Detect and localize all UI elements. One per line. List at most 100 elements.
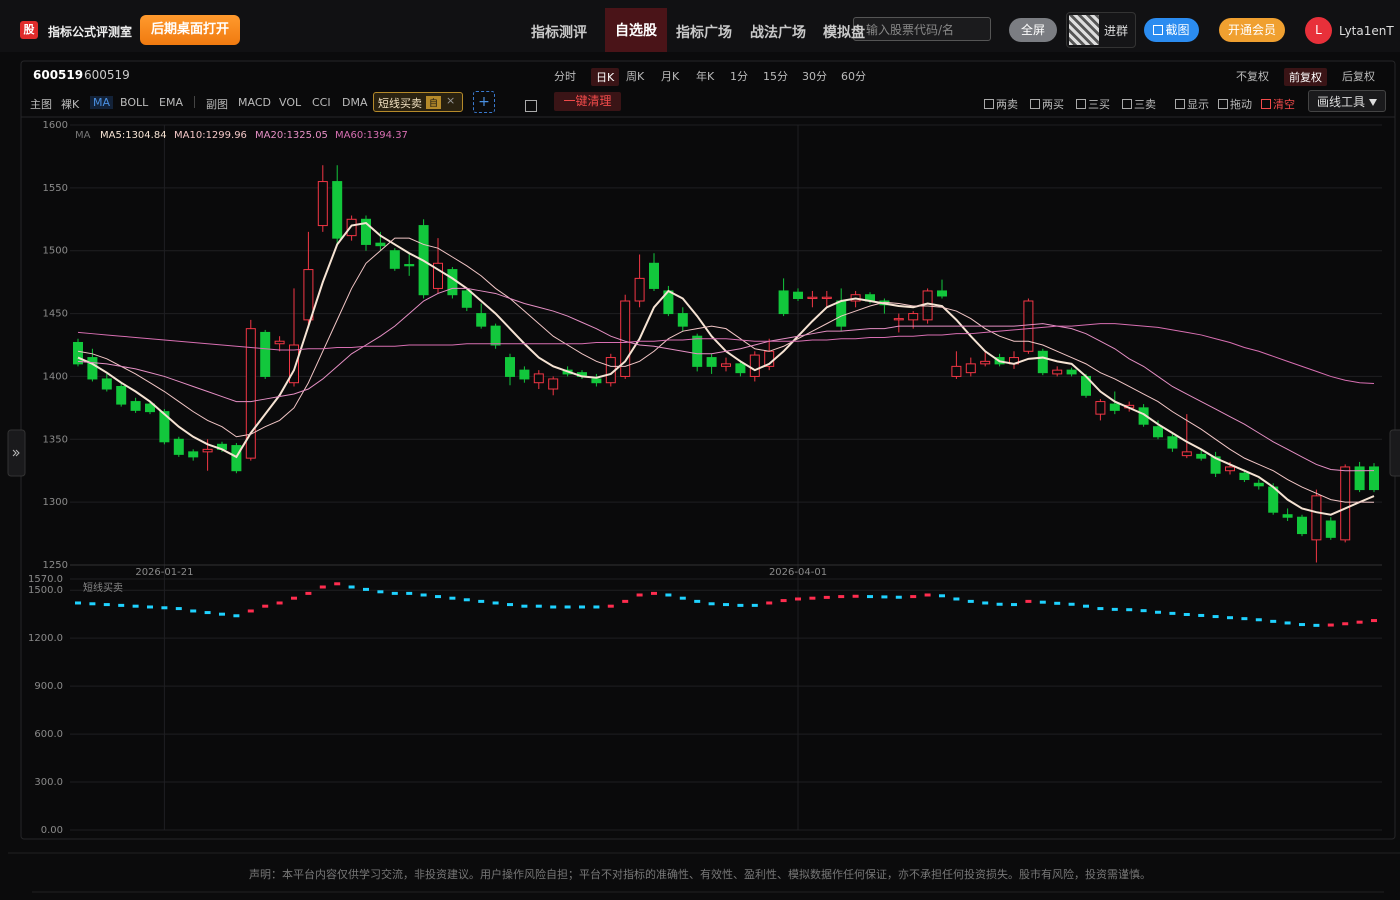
y-tick-label: 900.0: [34, 681, 63, 692]
candle-body: [1340, 466, 1351, 541]
indicator-chip[interactable]: 短线买卖 自 ×: [373, 92, 463, 112]
candle-body: [821, 296, 832, 299]
candle-body: [1052, 369, 1063, 375]
indicator-close[interactable]: ×: [446, 94, 456, 107]
checkbox: [1175, 99, 1185, 109]
adjust[interactable]: 不复权: [1236, 70, 1269, 83]
screenshot-button[interactable]: 截图: [1144, 18, 1199, 42]
adjust[interactable]: 后复权: [1342, 70, 1375, 83]
main-indicator[interactable]: BOLL: [120, 96, 149, 109]
candle-body: [361, 218, 371, 245]
signal-dash: [1083, 604, 1089, 608]
signal-dash: [89, 602, 96, 606]
candle-body: [893, 318, 904, 321]
sub-indicator[interactable]: CCI: [312, 96, 331, 109]
signal-dash: [1097, 607, 1104, 611]
period[interactable]: 30分: [802, 70, 827, 83]
candle-body: [980, 360, 991, 365]
nav-item[interactable]: 自选股: [605, 8, 667, 52]
vip-button[interactable]: 开通会员: [1219, 18, 1285, 42]
check-label: 清空: [1273, 98, 1295, 111]
y-tick-label: 300.0: [34, 777, 63, 788]
candle-body: [519, 369, 530, 380]
signal-dash: [924, 593, 931, 597]
right-handle[interactable]: [1389, 429, 1400, 477]
check-option[interactable]: 三卖: [1122, 96, 1156, 112]
main-indicator[interactable]: EMA: [159, 96, 183, 109]
signal-dash: [564, 605, 571, 609]
check-label: 拖动: [1230, 98, 1252, 111]
clear-all-button[interactable]: 一键清理: [554, 92, 621, 111]
delete-icon[interactable]: [525, 96, 539, 115]
draw-tools-button[interactable]: 画线工具: [1308, 90, 1386, 112]
add-indicator[interactable]: +: [473, 91, 495, 113]
signal-dash: [1212, 615, 1219, 619]
period[interactable]: 15分: [763, 70, 788, 83]
nav-item[interactable]: 战法广场: [750, 25, 806, 41]
signal-dash: [1054, 601, 1061, 605]
candle-body: [389, 250, 400, 269]
avatar[interactable]: L: [1305, 17, 1332, 44]
candle-body: [692, 335, 703, 367]
period[interactable]: 月K: [661, 70, 680, 83]
period[interactable]: 分时: [554, 70, 576, 83]
candle-body: [749, 354, 760, 377]
search-box[interactable]: 输入股票代码/名: [853, 17, 991, 41]
ma-line: [77, 323, 1375, 385]
candle-body: [231, 445, 242, 472]
period[interactable]: 1分: [730, 70, 748, 83]
period[interactable]: 周K: [626, 70, 645, 83]
checkbox: [1030, 99, 1040, 109]
signal-dash: [305, 591, 312, 595]
check-option[interactable]: 两买: [1030, 96, 1064, 112]
y-tick-label: 0.00: [41, 825, 63, 836]
group-button[interactable]: 进群: [1066, 12, 1136, 48]
nav-item[interactable]: 指标广场: [676, 25, 732, 41]
signal-dash: [622, 599, 629, 603]
signal-dash: [147, 605, 153, 609]
main-indicator[interactable]: 裸K: [61, 98, 80, 111]
candle-body: [591, 378, 602, 384]
sub-indicator[interactable]: DMA: [342, 96, 368, 109]
period[interactable]: 60分: [841, 70, 866, 83]
candle-body: [548, 378, 559, 390]
check-option[interactable]: 清空: [1261, 96, 1295, 112]
candle-body: [245, 328, 256, 459]
sub-indicator[interactable]: VOL: [279, 96, 302, 109]
candle-body: [505, 357, 515, 377]
candle-body: [202, 448, 213, 453]
qr-code: [1069, 15, 1099, 45]
candle-body: [1239, 472, 1250, 481]
signal-dash: [838, 595, 845, 599]
nav-item[interactable]: 指标测评: [531, 25, 587, 41]
check-option[interactable]: 显示: [1175, 96, 1209, 112]
candle-body: [1109, 403, 1120, 411]
desktop-button[interactable]: 后期桌面打开: [140, 15, 240, 45]
candle-body: [490, 325, 501, 346]
check-option[interactable]: 三买: [1076, 96, 1110, 112]
candle-body: [836, 300, 847, 327]
period[interactable]: 日K: [591, 68, 620, 86]
candle-body: [634, 277, 645, 302]
signal-dash: [420, 593, 427, 597]
candle-body: [173, 438, 184, 455]
signal-dash: [1183, 612, 1190, 616]
adjust[interactable]: 前复权: [1284, 68, 1327, 86]
candle-body: [101, 378, 112, 390]
check-option[interactable]: 拖动: [1218, 96, 1252, 112]
sub-indicator[interactable]: MACD: [238, 96, 271, 109]
check-option[interactable]: 两卖: [984, 96, 1018, 112]
main-indicator[interactable]: MA: [90, 96, 114, 109]
candle-body: [188, 451, 199, 458]
period[interactable]: 年K: [696, 70, 715, 83]
fullscreen-button[interactable]: 全屏: [1009, 18, 1057, 42]
signal-dash: [1011, 603, 1017, 607]
candle-body: [1253, 482, 1264, 487]
signal-dash: [1198, 613, 1205, 617]
y-tick-label: 1600: [43, 120, 68, 131]
checkbox: [1122, 99, 1132, 109]
candle-body: [375, 242, 386, 247]
nav-item[interactable]: 模拟盘: [823, 25, 865, 41]
candle-body: [346, 218, 357, 237]
signal-dash: [507, 603, 513, 607]
